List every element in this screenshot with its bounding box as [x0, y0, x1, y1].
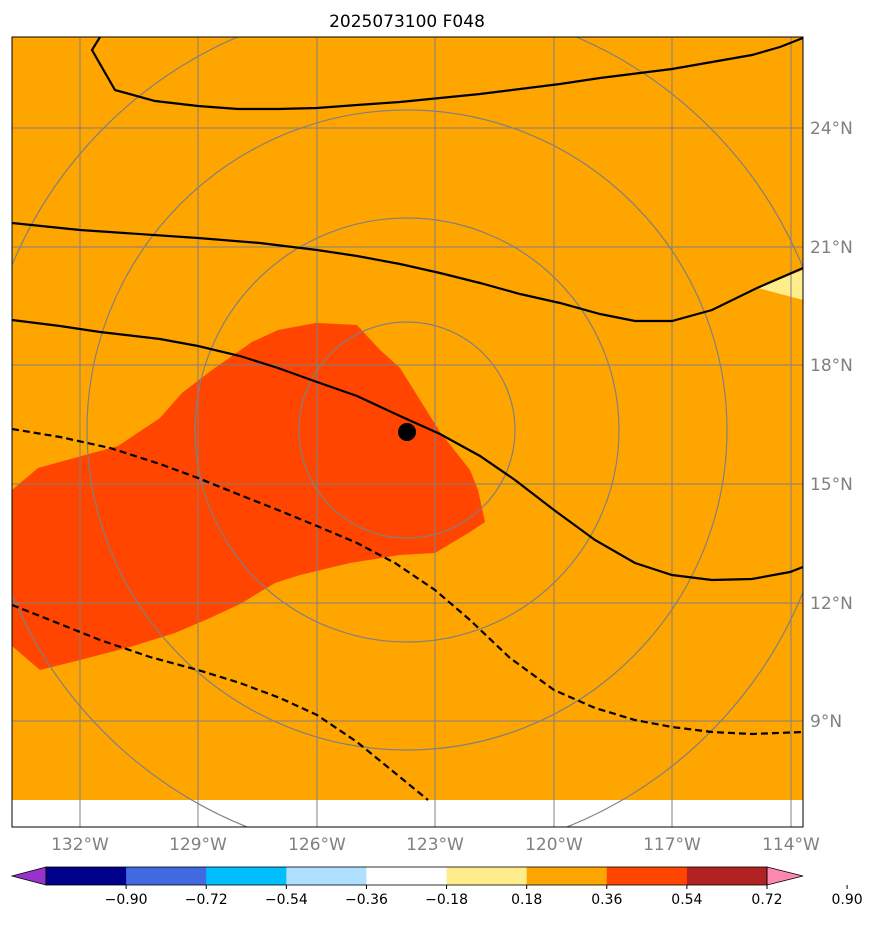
latitude-labels: 24°N 21°N 18°N 15°N 12°N 9°N: [810, 119, 853, 732]
lat-label: 18°N: [810, 356, 853, 376]
storm-center-marker: [398, 423, 416, 441]
range-rings: [12, 37, 803, 827]
colorbar-bin: [526, 867, 608, 885]
shaded-high-region: [12, 323, 485, 670]
contour-solid-middle: [12, 221, 803, 323]
colorbar-bin: [686, 867, 768, 885]
longitude-labels: 132°W 129°W 126°W 123°W 120°W 117°W 114°…: [51, 835, 820, 855]
colorbar-bin: [606, 867, 688, 885]
colorbar-bin: [286, 867, 367, 885]
colorbar-tick-label: −0.54: [265, 892, 308, 908]
colorbar-tick-label: −0.36: [345, 892, 388, 908]
lon-label: 123°W: [406, 835, 464, 855]
colorbar-extend-low: [10, 866, 47, 886]
colorbar-extend-high: [766, 866, 804, 886]
colorbar-bin: [126, 867, 207, 885]
colorbar-bin: [366, 867, 448, 885]
colorbar-tick-label: 0.54: [671, 892, 702, 908]
colorbar-tick-label: 0.36: [591, 892, 622, 908]
contour-solid-north: [90, 37, 803, 111]
lon-label: 114°W: [762, 835, 820, 855]
lat-label: 24°N: [810, 119, 853, 139]
contour-lines: [12, 37, 803, 582]
shaded-low-region: [758, 270, 803, 300]
colorbar-border: [45, 866, 768, 886]
colorbar-tick-label: 0.90: [832, 892, 863, 908]
colorbar-bin: [206, 867, 287, 885]
colorbar: −0.90 −0.72 −0.54 −0.36 −0.18 0.18 0.36 0.54 0.7…: [10, 866, 863, 908]
colorbar-tick-label: −0.72: [185, 892, 228, 908]
colorbar-bin: [46, 867, 127, 885]
figure-title: 2025073100 F048: [329, 12, 485, 32]
lon-label: 132°W: [51, 835, 109, 855]
lat-label: 21°N: [810, 238, 853, 258]
colorbar-bin: [446, 867, 528, 885]
lon-label: 126°W: [288, 835, 346, 855]
contour-solid-south: [12, 318, 803, 582]
lon-label: 117°W: [643, 835, 701, 855]
lat-label: 15°N: [810, 475, 853, 495]
lat-label: 9°N: [810, 712, 842, 732]
map-frame: [11, 36, 804, 828]
lon-label: 129°W: [169, 835, 227, 855]
lon-label: 120°W: [525, 835, 583, 855]
contour-dashed-north: [12, 427, 803, 736]
colorbar-tick-label: 0.18: [511, 892, 542, 908]
contour-dashed-south: [12, 603, 429, 801]
colorbar-tick-label: −0.90: [105, 892, 148, 908]
map-panel: [11, 36, 804, 828]
lat-label: 12°N: [810, 594, 853, 614]
colorbar-tick-label: 0.72: [751, 892, 782, 908]
colorbar-tick-label: −0.18: [425, 892, 468, 908]
dashed-contours: [12, 427, 803, 801]
